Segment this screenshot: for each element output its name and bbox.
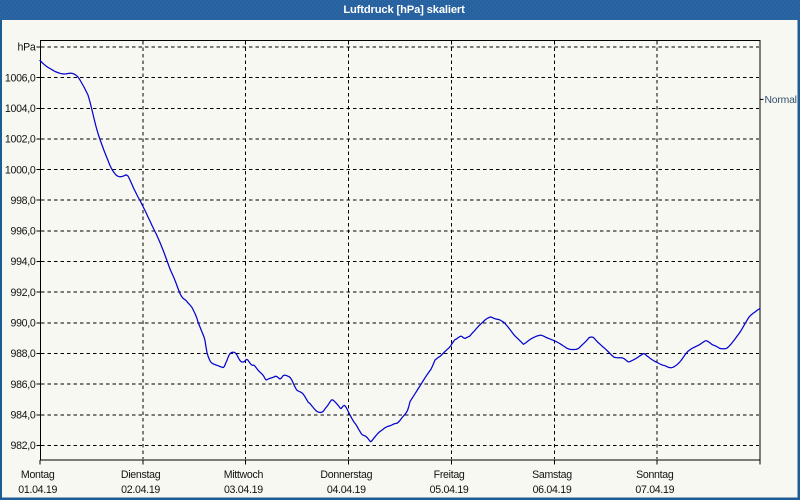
svg-text:04.04.19: 04.04.19 <box>327 484 366 496</box>
svg-text:01.04.19: 01.04.19 <box>18 484 57 496</box>
svg-text:986,0: 986,0 <box>10 379 35 391</box>
svg-text:1004,0: 1004,0 <box>5 103 36 115</box>
svg-text:990,0: 990,0 <box>10 318 35 330</box>
svg-text:hPa: hPa <box>18 42 36 54</box>
svg-text:1000,0: 1000,0 <box>5 164 36 176</box>
svg-text:Mittwoch: Mittwoch <box>224 469 264 481</box>
svg-text:Normal: Normal <box>765 95 797 106</box>
svg-text:Montag: Montag <box>21 469 55 481</box>
svg-text:07.04.19: 07.04.19 <box>635 484 674 496</box>
svg-text:988,0: 988,0 <box>10 348 35 360</box>
svg-text:984,0: 984,0 <box>10 410 35 422</box>
svg-text:02.04.19: 02.04.19 <box>121 484 160 496</box>
svg-text:982,0: 982,0 <box>10 440 35 452</box>
svg-text:1006,0: 1006,0 <box>5 72 36 84</box>
svg-text:03.04.19: 03.04.19 <box>224 484 263 496</box>
svg-text:Samstag: Samstag <box>532 469 572 481</box>
svg-text:Luftdruck [hPa] skaliert: Luftdruck [hPa] skaliert <box>343 4 465 16</box>
svg-text:994,0: 994,0 <box>10 256 35 268</box>
svg-text:Sonntag: Sonntag <box>636 469 674 481</box>
svg-text:05.04.19: 05.04.19 <box>430 484 469 496</box>
svg-text:Freitag: Freitag <box>434 469 465 481</box>
svg-text:992,0: 992,0 <box>10 287 35 299</box>
svg-text:Dienstag: Dienstag <box>121 469 161 481</box>
svg-text:06.04.19: 06.04.19 <box>533 484 572 496</box>
svg-text:Donnerstag: Donnerstag <box>320 469 372 481</box>
svg-text:1002,0: 1002,0 <box>5 134 36 146</box>
svg-text:996,0: 996,0 <box>10 226 35 238</box>
svg-text:998,0: 998,0 <box>10 195 35 207</box>
